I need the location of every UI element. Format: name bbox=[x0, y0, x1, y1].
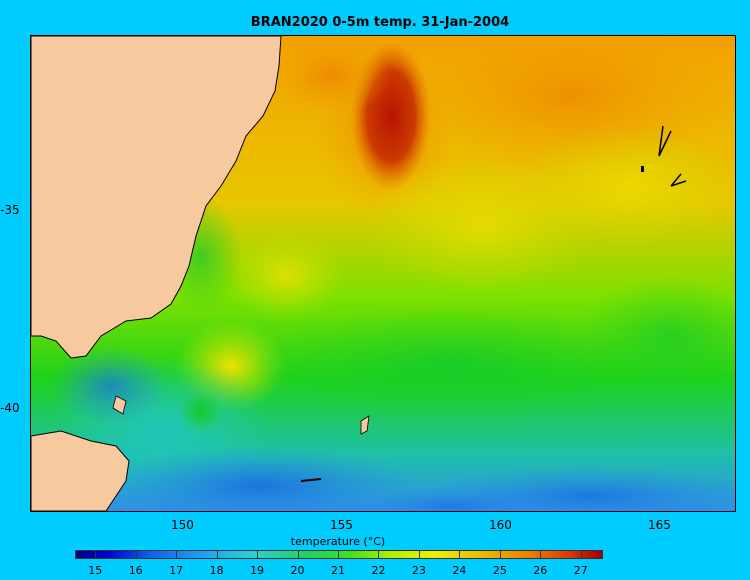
y-tick-label: -40 bbox=[0, 401, 20, 415]
colorbar-tick-mark bbox=[135, 550, 137, 558]
x-tick-label: 155 bbox=[330, 518, 353, 532]
colorbar-tick-label: 18 bbox=[209, 564, 224, 577]
colorbar-tick-mark bbox=[418, 550, 420, 558]
colorbar bbox=[75, 550, 603, 559]
colorbar-tick-mark bbox=[176, 550, 178, 558]
colorbar-tick-mark bbox=[580, 550, 582, 558]
colorbar-tick-mark bbox=[499, 550, 501, 558]
colorbar-tick-label: 17 bbox=[169, 564, 184, 577]
colorbar-tick-label: 27 bbox=[573, 564, 588, 577]
colorbar-tick-mark bbox=[459, 550, 461, 558]
colorbar-tick-mark bbox=[378, 550, 380, 558]
colorbar-tick-mark bbox=[257, 550, 259, 558]
land-australia bbox=[31, 36, 282, 359]
map-title: BRAN2020 0-5m temp. 31-Jan-2004 bbox=[250, 15, 510, 30]
colorbar-tick-label: 26 bbox=[533, 564, 548, 577]
temperature-map bbox=[30, 35, 736, 512]
land-tasmania bbox=[31, 430, 130, 511]
x-tick-label: 160 bbox=[489, 518, 512, 532]
y-tick-label: -35 bbox=[0, 203, 20, 217]
colorbar-tick-mark bbox=[95, 550, 97, 558]
colorbar-tick-mark bbox=[297, 550, 299, 558]
colorbar-tick-label: 19 bbox=[250, 564, 265, 577]
colorbar-tick-mark bbox=[216, 550, 218, 558]
x-tick-label: 165 bbox=[648, 518, 671, 532]
colorbar-tick-label: 21 bbox=[331, 564, 345, 577]
x-tick-label: 150 bbox=[171, 518, 194, 532]
colorbar-tick-label: 16 bbox=[128, 564, 143, 577]
colorbar-tick-label: 24 bbox=[452, 564, 467, 577]
colorbar-tick-mark bbox=[540, 550, 542, 558]
colorbar-tick-label: 15 bbox=[88, 564, 103, 577]
colorbar-tick-label: 22 bbox=[371, 564, 386, 577]
colorbar-tick-mark bbox=[338, 550, 339, 558]
colorbar-tick-label: 20 bbox=[290, 564, 305, 577]
colorbar-title: temperature (°C) bbox=[290, 535, 386, 548]
colorbar-tick-label: 25 bbox=[492, 564, 507, 577]
colorbar-tick-label: 23 bbox=[411, 564, 426, 577]
